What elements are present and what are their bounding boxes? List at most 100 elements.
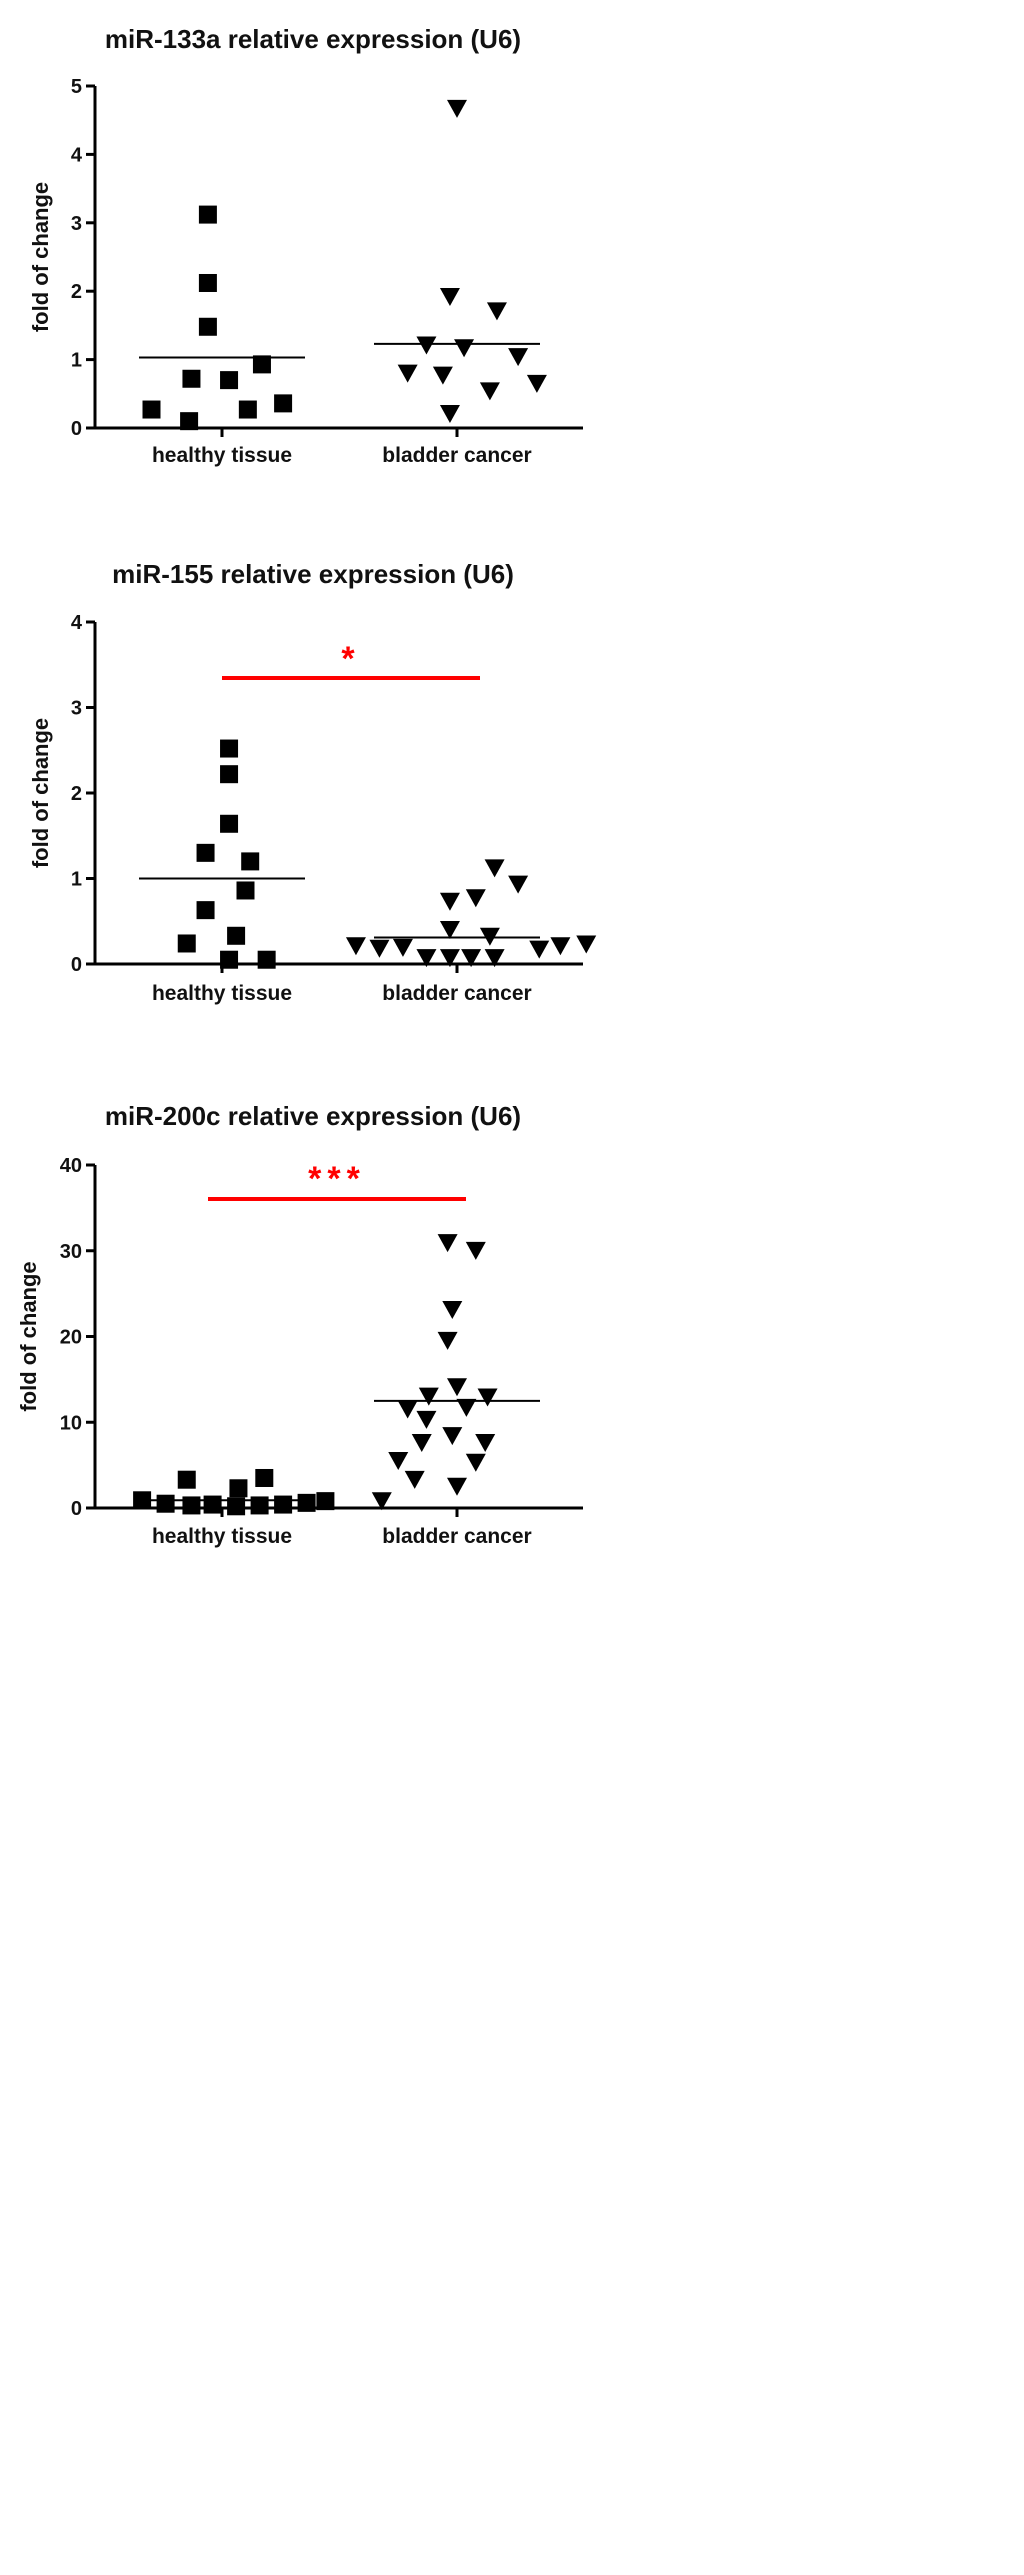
data-point-triangle	[486, 302, 507, 321]
y-axis-label: fold of change	[28, 718, 53, 868]
data-point-square	[238, 400, 257, 419]
x-tick-label: healthy tissue	[152, 982, 292, 1005]
data-point-triangle	[418, 1387, 439, 1406]
data-point-square	[227, 1497, 246, 1516]
data-point-triangle	[479, 382, 500, 401]
data-point-triangle	[508, 875, 529, 894]
y-tick-label: 4	[71, 144, 83, 166]
chart-title: miR-200c relative expression (U6)	[105, 1101, 521, 1131]
chart-panel-2: miR-155 relative expression (U6) fold of …	[28, 559, 597, 1005]
data-point-triangle	[397, 364, 418, 383]
data-point-triangle	[477, 1388, 498, 1407]
y-tick-label: 0	[71, 1498, 82, 1520]
data-point-triangle	[416, 336, 437, 355]
data-point-triangle	[526, 374, 547, 393]
data-point-triangle	[475, 1433, 496, 1452]
data-point-square	[220, 765, 239, 784]
data-point-triangle	[447, 99, 467, 118]
data-point-triangle	[454, 339, 475, 358]
data-point-square	[227, 926, 246, 945]
data-point-triangle	[345, 937, 366, 956]
data-point-triangle	[439, 949, 460, 968]
y-tick-label: 2	[71, 783, 82, 805]
data-point-triangle	[392, 938, 413, 957]
data-point-square	[198, 205, 217, 224]
data-point-square	[196, 843, 215, 862]
data-point-triangle	[437, 1234, 458, 1253]
data-point-square	[177, 1470, 196, 1489]
data-point-square	[241, 852, 260, 871]
data-point-triangle	[447, 1477, 467, 1496]
data-point-triangle	[404, 1470, 425, 1489]
data-point-square	[252, 355, 271, 374]
data-point-triangle	[416, 949, 437, 968]
data-point-square	[180, 412, 199, 431]
y-tick-label: 0	[71, 418, 82, 440]
data-point-triangle	[388, 1451, 409, 1470]
data-point-triangle	[465, 1453, 486, 1472]
data-point-triangle	[442, 1301, 463, 1320]
y-axis-label: fold of change	[16, 1261, 41, 1411]
data-point-square	[156, 1494, 175, 1513]
data-point-triangle	[439, 920, 460, 939]
y-tick-label: 30	[60, 1241, 82, 1263]
significance-label: ***	[308, 1160, 366, 1198]
significance-label: *	[341, 640, 360, 678]
data-point-triangle	[508, 348, 529, 367]
y-tick-label: 1	[71, 869, 82, 891]
data-point-square	[255, 1468, 274, 1487]
data-point-square	[257, 950, 276, 969]
chart-title: miR-155 relative expression (U6)	[112, 559, 514, 589]
x-tick-label: bladder cancer	[382, 444, 531, 467]
data-point-triangle	[439, 892, 460, 911]
chart-panel-3: miR-200c relative expression (U6) fold of…	[16, 1101, 583, 1548]
y-axis-label: fold of change	[28, 182, 53, 332]
data-point-square	[203, 1495, 222, 1514]
data-point-triangle	[576, 935, 597, 954]
data-point-triangle	[484, 859, 505, 878]
data-point-triangle	[437, 1331, 458, 1350]
series-1	[139, 205, 305, 431]
data-point-triangle	[411, 1433, 432, 1452]
data-point-triangle	[442, 1427, 463, 1446]
data-point-square	[177, 934, 196, 953]
series-2	[371, 1234, 540, 1511]
chart-panel-1: miR-133a relative expression (U6) fold of…	[28, 24, 583, 467]
data-point-square	[220, 814, 239, 833]
data-point-triangle	[484, 949, 505, 968]
data-point-triangle	[371, 1492, 392, 1511]
data-point-triangle	[465, 889, 486, 908]
y-tick-label: 3	[71, 698, 82, 720]
series-2	[345, 859, 597, 968]
series-1	[139, 739, 305, 969]
series-2	[374, 99, 547, 423]
data-point-square	[316, 1492, 335, 1511]
data-point-square	[297, 1493, 316, 1512]
y-tick-label: 40	[60, 1155, 82, 1177]
data-point-triangle	[461, 949, 482, 968]
data-point-triangle	[397, 1400, 418, 1419]
data-point-square	[198, 317, 217, 336]
data-point-triangle	[369, 939, 390, 958]
y-tick-label: 5	[71, 76, 82, 98]
data-point-triangle	[439, 404, 460, 423]
chart-title: miR-133a relative expression (U6)	[105, 24, 521, 54]
y-tick-label: 1	[71, 350, 82, 372]
x-tick-label: bladder cancer	[382, 982, 531, 1005]
series-1	[133, 1468, 335, 1516]
data-point-square	[182, 369, 201, 388]
data-point-triangle	[447, 1378, 467, 1397]
data-point-square	[236, 881, 255, 900]
x-tick-label: healthy tissue	[152, 444, 292, 467]
y-tick-label: 3	[71, 213, 82, 235]
data-point-square	[196, 901, 215, 920]
data-point-triangle	[529, 940, 550, 959]
data-point-triangle	[432, 366, 453, 385]
data-point-square	[220, 950, 239, 969]
x-tick-label: healthy tissue	[152, 1525, 292, 1548]
data-point-square	[182, 1496, 201, 1515]
data-point-square	[250, 1496, 269, 1515]
data-point-triangle	[439, 287, 460, 306]
y-tick-label: 0	[71, 954, 82, 976]
